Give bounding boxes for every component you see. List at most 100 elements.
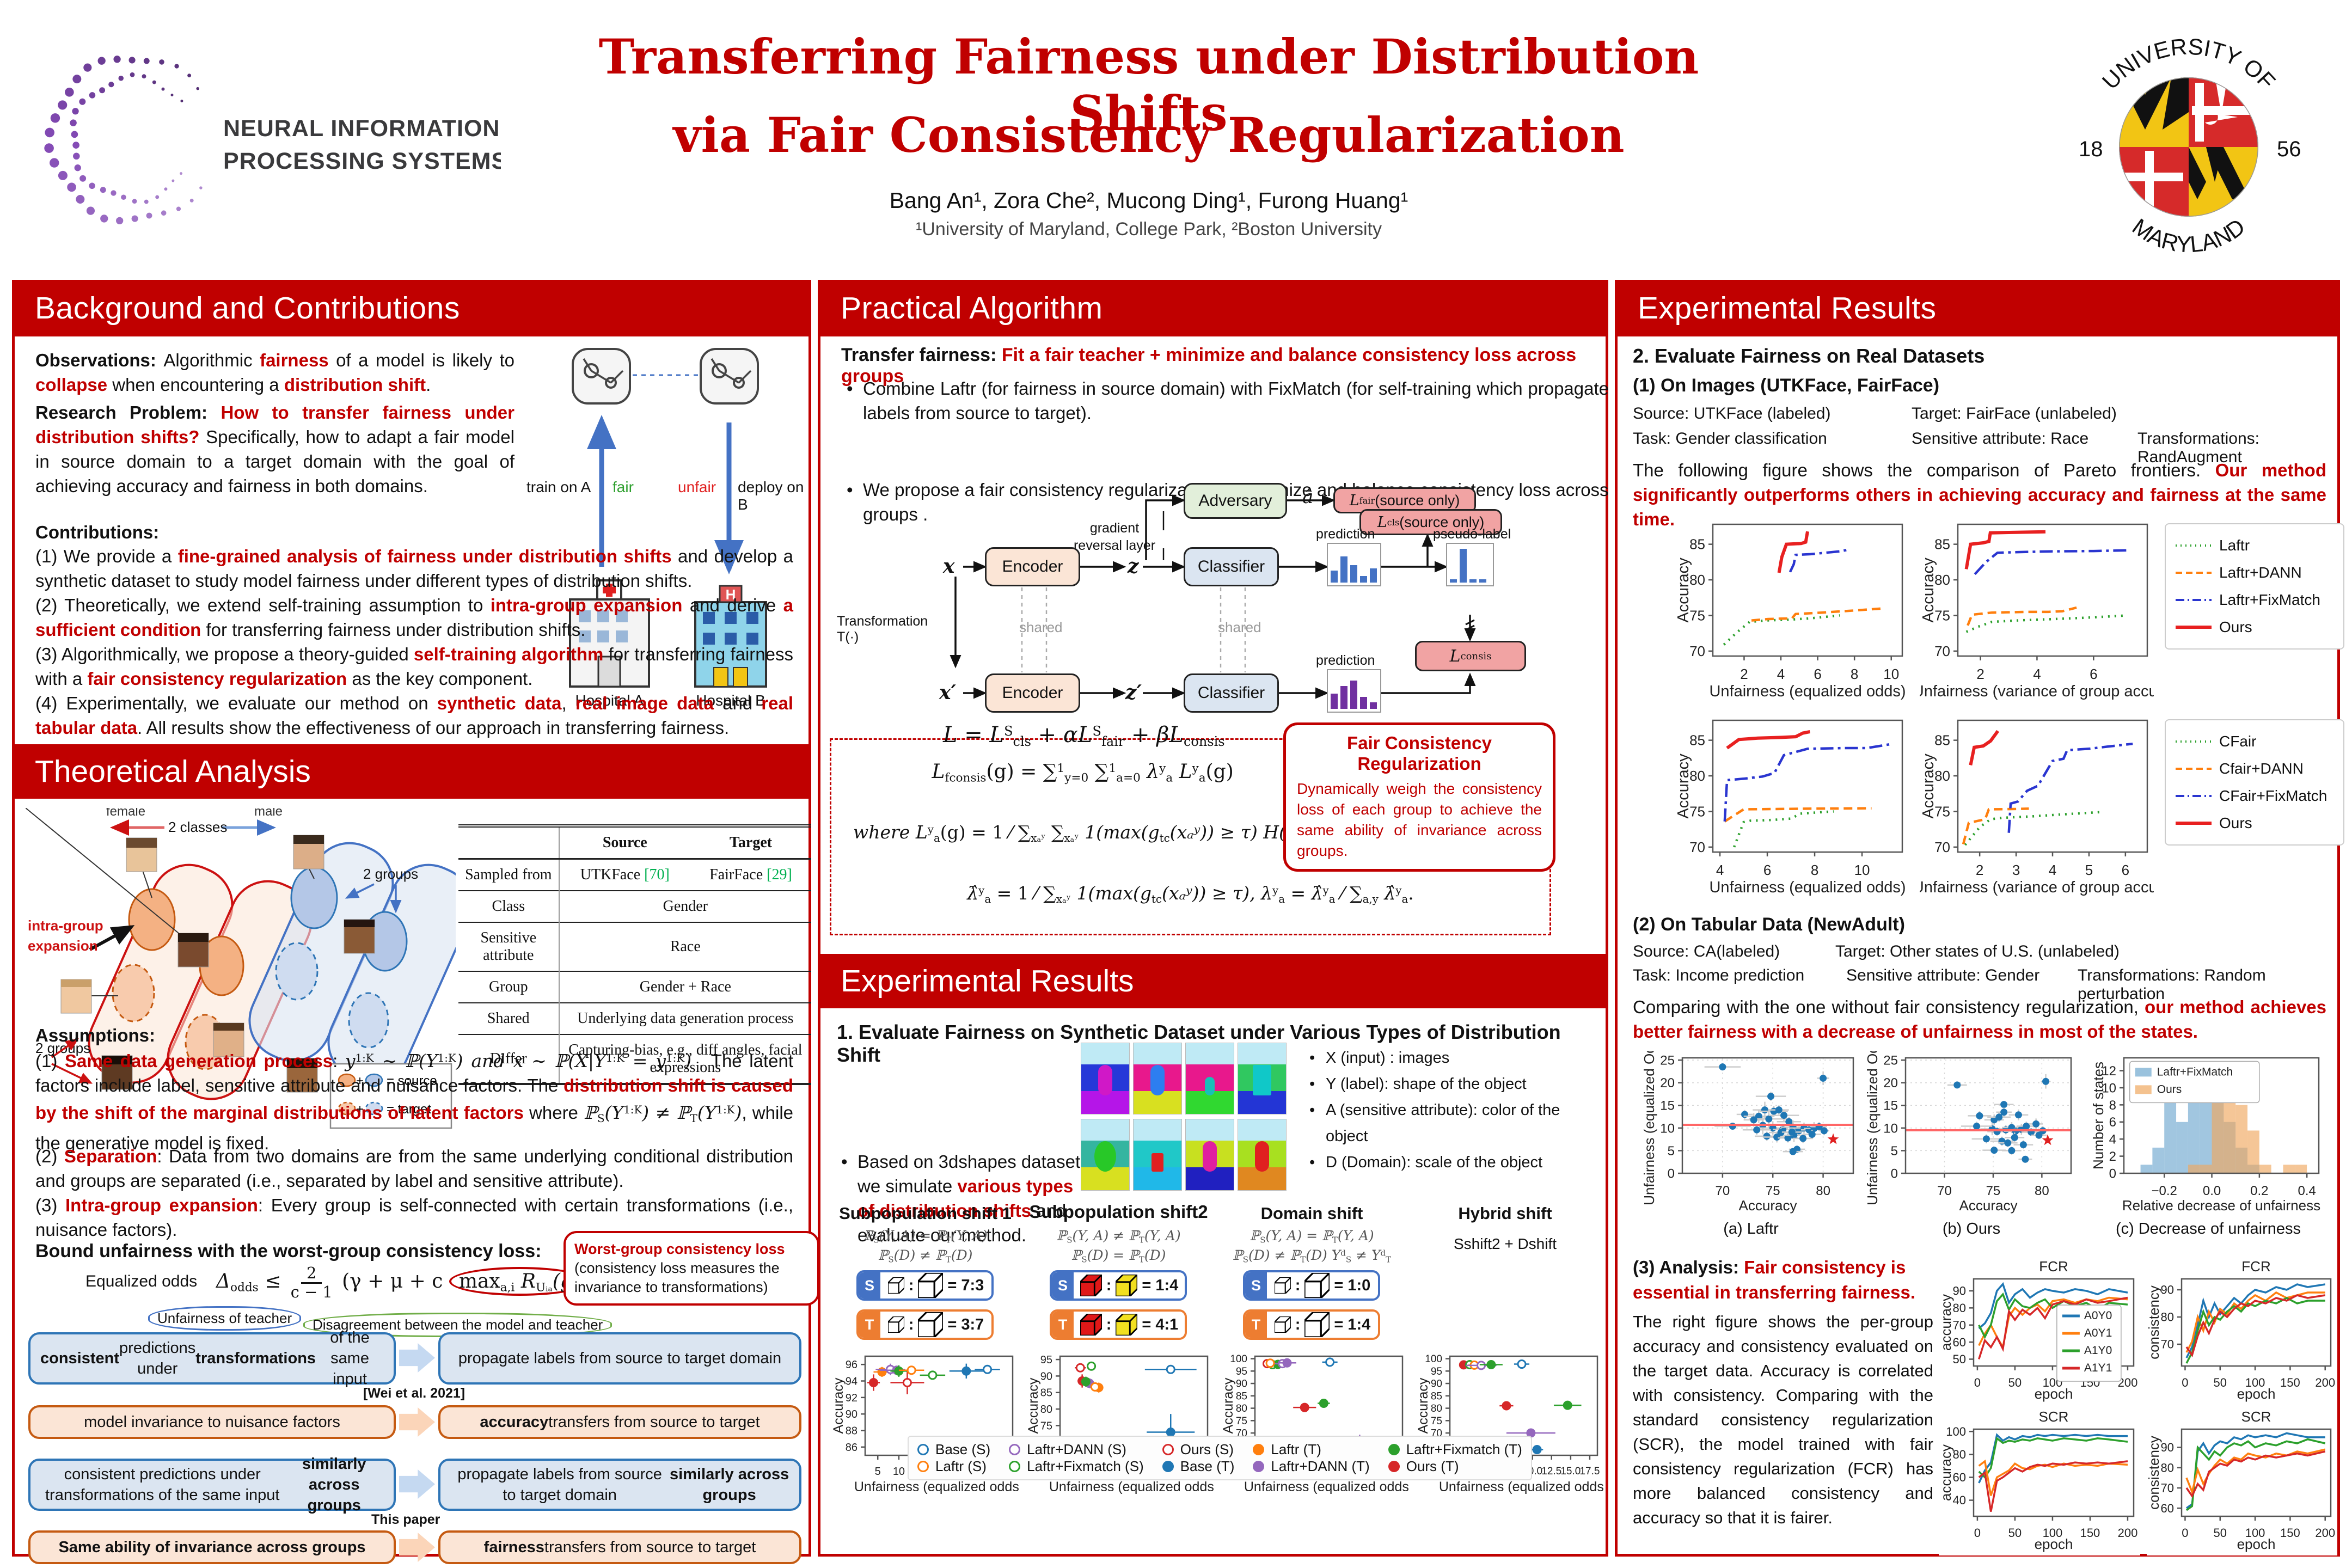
column-background-contributions: Background and Contributions Observation… xyxy=(12,280,819,1564)
equation-3: λ̂ya = 1 ⁄ ∑xₐʸ 1(max(gtc(xₐʸ)) ≥ τ), λy… xyxy=(967,883,1414,905)
hospital-a-icon xyxy=(569,579,650,688)
xyzd-bullets: X (input) : images Y (label): shape of t… xyxy=(1305,1045,1602,1175)
svg-text:15: 15 xyxy=(1660,1099,1675,1113)
svg-text:5: 5 xyxy=(2085,862,2093,878)
section-header-results: Experimental Results xyxy=(1615,280,2340,336)
equalized-odds-label: Equalized odds xyxy=(85,1272,198,1290)
svg-text:Unfairness (variance of group: Unfairness (variance of group accuracy) xyxy=(1920,683,2154,700)
svg-text:90: 90 xyxy=(2161,1283,2174,1297)
shift3-source-ratio: S : = 1:0 xyxy=(1243,1270,1380,1301)
callout-body: (consistency loss measures the invarianc… xyxy=(574,1260,780,1295)
caption-b: (b) Ours xyxy=(1942,1220,2001,1238)
svg-text:90: 90 xyxy=(2161,1441,2174,1454)
svg-text:80: 80 xyxy=(1040,1404,1052,1416)
table-col-source: Source xyxy=(558,826,690,859)
classifier-box-1: Classifier xyxy=(1184,547,1279,586)
svg-text:Unfairness (equalized Odds): Unfairness (equalized Odds) xyxy=(1642,1051,1657,1205)
svg-text:150: 150 xyxy=(2280,1376,2300,1389)
svg-text:200: 200 xyxy=(2118,1526,2138,1540)
tab-task-info: Task: Income prediction xyxy=(1633,966,1805,984)
section-header-practical: Practical Algorithm xyxy=(818,280,1608,336)
svg-text:25: 25 xyxy=(1883,1054,1898,1068)
svg-text:96: 96 xyxy=(846,1359,857,1371)
legend-source-label: = source xyxy=(387,1074,437,1088)
ai-model-icon xyxy=(572,348,631,405)
svg-text:Ours: Ours xyxy=(2157,1083,2182,1095)
shift2-title: Subpopulation shift2 xyxy=(1029,1202,1208,1222)
svg-text:50: 50 xyxy=(2214,1376,2227,1389)
svg-text:2: 2 xyxy=(2109,1149,2116,1164)
gradient-reversal-label: gradient reversal layer xyxy=(1073,520,1156,553)
flow-box-model-invariance: model invariance to nuisance factors xyxy=(28,1405,396,1439)
assumptions-title: Assumptions: xyxy=(35,1025,156,1045)
svg-text:70: 70 xyxy=(2161,1338,2174,1351)
flow-box-consistent-groups: consistent predictions under transformat… xyxy=(28,1455,396,1514)
two-groups-blue-label: 2 groups xyxy=(363,866,418,882)
shift1-math2: ℙS(D) ≠ ℙT(D) xyxy=(878,1247,973,1265)
section-header-theoretical: Theoretical Analysis xyxy=(12,744,811,799)
z-prime-label: z′ xyxy=(1125,681,1142,704)
svg-text:95: 95 xyxy=(1040,1354,1052,1366)
svg-text:200: 200 xyxy=(2315,1526,2335,1540)
fcr-consistency-chart: 0 50 100 150 200 70 80 90 epoch consistency FCR xyxy=(2146,1255,2337,1405)
svg-text:8: 8 xyxy=(1811,862,1818,878)
flow-box-consistent-predictions: consistent predictions under transformat… xyxy=(28,1329,396,1388)
contribution-item-3: (3) Algorithmically, we propose a theory… xyxy=(35,644,793,689)
scr-accuracy-chart: 0 50 100 150 200 40 60 80 100 epoch accuracy SCR xyxy=(1938,1405,2140,1555)
intra-group-label-2: expansion xyxy=(28,938,98,954)
caption-c: (c) Decrease of unfairness xyxy=(2115,1220,2301,1238)
svg-text:2: 2 xyxy=(1976,666,1984,682)
svg-text:85: 85 xyxy=(1689,536,1705,553)
svg-text:Laftr+FixMatch: Laftr+FixMatch xyxy=(2157,1065,2233,1078)
contributions-title: Contributions: xyxy=(35,522,160,542)
authors: Bang An¹, Zora Che², Mucong Ding¹, Furon… xyxy=(889,188,1408,213)
section-header-background: Background and Contributions xyxy=(12,280,811,336)
ai-model-icon xyxy=(700,348,759,405)
wei-citation: [Wei et al. 2021] xyxy=(363,1386,465,1401)
svg-text:80: 80 xyxy=(1953,1301,1966,1315)
svg-text:Accuracy: Accuracy xyxy=(1739,1197,1797,1214)
svg-text:85: 85 xyxy=(1934,732,1950,749)
svg-text:0: 0 xyxy=(2182,1526,2188,1540)
svg-text:80: 80 xyxy=(1689,572,1705,588)
bound-title: Bound unfairness with the worst-group co… xyxy=(35,1241,542,1261)
caption-a: (a) Laftr xyxy=(1723,1220,1779,1238)
x-input-bullet: X (input) : images xyxy=(1305,1045,1602,1071)
analysis-heading: (3) Analysis: Fair consistency is essent… xyxy=(1633,1257,1916,1302)
svg-text:10: 10 xyxy=(1883,666,1899,682)
svg-text:95: 95 xyxy=(1236,1366,1247,1377)
svg-text:FCR: FCR xyxy=(2039,1258,2068,1275)
svg-text:90: 90 xyxy=(1953,1284,1966,1298)
svg-text:60: 60 xyxy=(1953,1471,1966,1484)
svg-text:88: 88 xyxy=(846,1425,857,1437)
male-label: male xyxy=(254,808,283,819)
shared-label-2: shared xyxy=(1218,619,1261,635)
tab-target-info: Target: Other states of U.S. (unlabeled) xyxy=(1835,942,2120,960)
tab-source-info: Source: CA(labeled) xyxy=(1633,942,1780,960)
two-classes-label: 2 classes xyxy=(168,819,227,835)
svg-text:0.4: 0.4 xyxy=(2298,1184,2316,1198)
pareto-chart-cfair-var: 2 3 4 5 6 70 75 80 85 Unfairness (variance of gro… xyxy=(1913,714,2192,899)
flow-box-propagate-labels: propagate labels from source to target d… xyxy=(438,1332,801,1385)
fcr-body: Dynamically weigh the consistency loss o… xyxy=(1297,780,1542,859)
svg-text:+: + xyxy=(356,1102,364,1117)
img-task-info: Task: Gender classification xyxy=(1633,430,1827,448)
bound-equation: Δodds ≤ 2c − 1 (γ + μ + c maxa,i RUᵢₐ(ĝ)… xyxy=(216,1264,598,1301)
svg-text:6: 6 xyxy=(2122,862,2129,878)
svg-text:85: 85 xyxy=(1689,732,1705,749)
img-attr-info: Sensitive attribute: Race xyxy=(1912,430,2089,448)
svg-text:75: 75 xyxy=(1431,1416,1442,1427)
shift1-title: Subpopulation shift 1 xyxy=(839,1204,1012,1223)
flow-box-propagate-similarly: propagate labels from source to target d… xyxy=(438,1459,801,1511)
svg-text:0.0: 0.0 xyxy=(2203,1184,2221,1198)
umd-logo: UNIVERSITY OF MARYLAND 18 56 xyxy=(2069,30,2308,259)
svg-text:epoch: epoch xyxy=(2035,1386,2073,1402)
shift3-math2: ℙS(D) ≠ ℙT(D) YdS ≠ YdT xyxy=(1232,1247,1392,1265)
umd-year-right: 56 xyxy=(2277,137,2301,161)
svg-text:150: 150 xyxy=(2280,1526,2300,1540)
svg-text:80: 80 xyxy=(2161,1461,2174,1474)
svg-text:25: 25 xyxy=(1660,1054,1675,1068)
callout-title: Worst-group consistency loss xyxy=(574,1241,785,1257)
